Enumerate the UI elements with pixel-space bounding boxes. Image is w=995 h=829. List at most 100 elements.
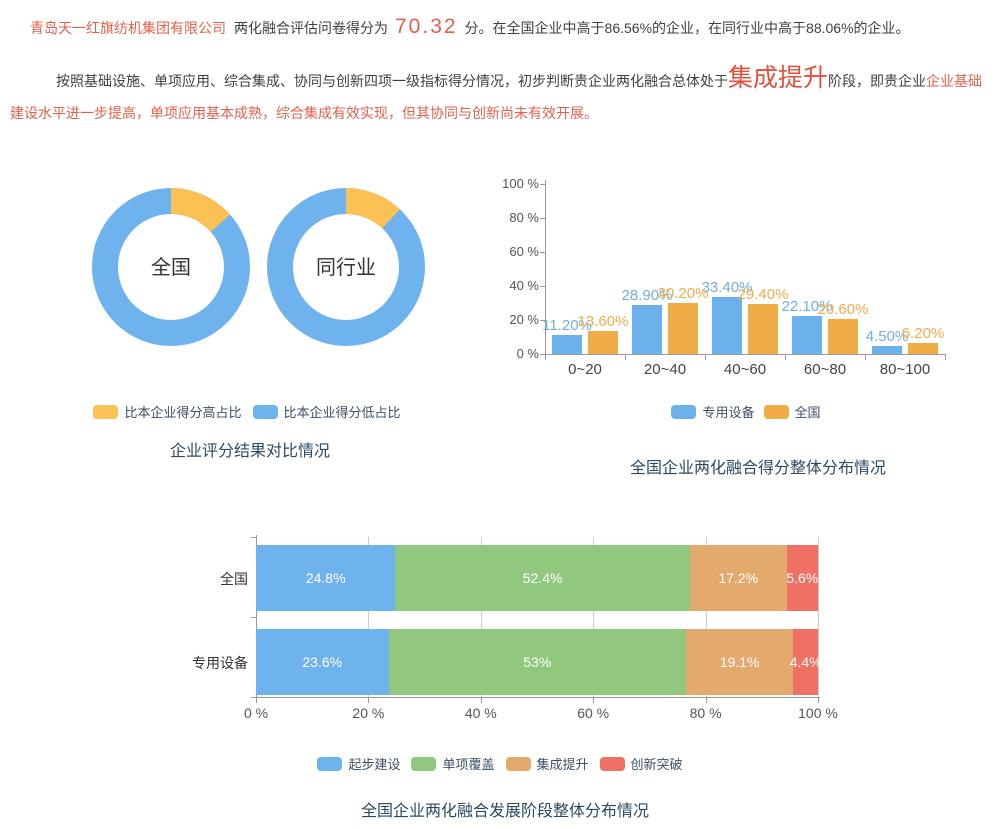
legend-label: 全国: [794, 405, 821, 420]
axis-tick: [251, 617, 256, 618]
stage-name: 集成提升: [728, 64, 829, 92]
axis-tick: [705, 355, 706, 360]
segment-value-label: 19.1%: [719, 654, 760, 670]
bar-chart-legend: 专用设备 全国: [546, 402, 946, 421]
donut-chart-title: 企业评分结果对比情况: [169, 443, 330, 460]
grid-line: [368, 537, 370, 697]
legend-swatch: [411, 756, 437, 771]
legend-swatch: [505, 756, 531, 771]
bar-chart-title: 全国企业两化融合得分整体分布情况: [629, 460, 886, 477]
row-label: 全国: [220, 571, 248, 587]
donut-chart-national: 全国: [92, 188, 250, 346]
bar: [668, 302, 698, 354]
stack-segment: 53%: [388, 629, 687, 695]
donut-center-label: 同行业: [316, 256, 376, 279]
bar: [632, 304, 662, 354]
legend-swatch: [93, 404, 119, 419]
bar: [872, 346, 902, 354]
axis-tick: [705, 698, 707, 703]
legend-label: 起步建设: [348, 757, 401, 772]
category-label: 80~100: [879, 361, 931, 378]
legend-swatch: [252, 404, 278, 419]
bar: [908, 343, 938, 354]
axis-tick: [368, 698, 370, 703]
bar-value-label: 20.60%: [817, 300, 869, 318]
stacked-chart-legend: 起步建设 单项覆盖 集成提升 创新突破: [95, 754, 905, 773]
legend-item[interactable]: 全国: [763, 402, 821, 421]
grid-line: [818, 537, 819, 697]
legend-label: 比本企业得分低占比: [283, 405, 401, 420]
axis-tick: [256, 698, 257, 703]
legend-label: 创新突破: [630, 757, 683, 772]
bar: [828, 318, 858, 354]
axis-tick: [540, 252, 545, 253]
score-summary-paragraph: 青岛天一红旗纺机集团有限公司 两化融合评估问卷得分为 70.32 分。在全国企业中高于…: [30, 13, 980, 42]
grouped-bar-chart: 100 % 80 % 60 % 40 % 20 % 0 % 0~20 20~40 40~60 60…: [502, 176, 982, 393]
axis-tick: [945, 355, 946, 360]
score-prefix-text: 两化融合评估问卷得分为: [234, 20, 388, 36]
bar-value-label: 4.50%: [865, 328, 909, 346]
legend-item[interactable]: 创新突破: [599, 754, 683, 773]
stack-segment: 5.6%: [786, 545, 819, 611]
axis-tick: [540, 320, 545, 321]
grid-line: [593, 537, 595, 697]
x-tick-label: 40 %: [464, 705, 497, 721]
segment-value-label: 17.2%: [718, 570, 759, 586]
bar: [748, 304, 778, 354]
y-tick-label: 40 %: [509, 278, 539, 293]
axis-tick: [540, 184, 545, 185]
stacked-bar: 24.8% 52.4% 17.2% 5.6%: [256, 545, 818, 611]
bar: [792, 316, 822, 354]
segment-value-label: 4.4%: [789, 654, 822, 670]
legend-item[interactable]: 专用设备: [671, 402, 755, 421]
axis-tick: [540, 218, 545, 219]
stack-segment: 17.2%: [689, 545, 787, 611]
x-axis-line: [256, 697, 820, 698]
bar-value-label: 33.40%: [701, 279, 753, 297]
legend-item[interactable]: 单项覆盖: [411, 754, 495, 773]
axis-tick: [818, 698, 819, 703]
segment-value-label: 23.6%: [302, 654, 343, 670]
axis-tick: [865, 355, 866, 360]
y-axis-line: [256, 535, 257, 698]
bar-value-label: 6.20%: [901, 325, 945, 343]
stack-segment: 23.6%: [256, 629, 389, 695]
legend-label: 单项覆盖: [442, 757, 495, 772]
segment-value-label: 5.6%: [786, 570, 819, 586]
legend-item[interactable]: 比本企业得分高占比: [93, 402, 242, 421]
y-tick-label: 60 %: [509, 244, 539, 259]
x-tick-label: 0 %: [243, 705, 269, 721]
bar-value-label: 13.60%: [577, 312, 629, 330]
analysis-paragraph: 按照基础设施、单项应用、综合集成、协同与创新四项一级指标得分情况，初步判断贵企业…: [10, 62, 988, 129]
x-tick-label: 100 %: [798, 705, 838, 721]
legend-item[interactable]: 起步建设: [317, 754, 400, 773]
grid-line: [480, 537, 482, 697]
category-label: 0~20: [568, 361, 602, 378]
legend-item[interactable]: 比本企业得分低占比: [252, 402, 401, 421]
analysis-text-2: 阶段，即贵企业: [828, 73, 927, 89]
score-value: 70.32: [395, 15, 458, 38]
donut-slice-higher: [92, 188, 250, 346]
y-tick-label: 0 %: [516, 346, 539, 361]
legend-label: 比本企业得分高占比: [124, 405, 242, 420]
donut-chart-industry: 同行业: [267, 188, 425, 346]
stack-segment: 52.4%: [395, 545, 690, 611]
category-label: 60~80: [803, 361, 847, 378]
segment-value-label: 52.4%: [522, 570, 563, 586]
analysis-text-3: 企业基础建设水平进一步提高，单项应用基本成熟，综合集成有效实现，但其协同与创新尚…: [10, 73, 983, 121]
segment-value-label: 53%: [523, 654, 552, 670]
row-label: 专用设备: [192, 655, 248, 671]
axis-tick: [625, 355, 626, 360]
y-axis-line: [545, 180, 546, 355]
x-tick-label: 20 %: [352, 705, 385, 721]
stacked-bar: 23.6% 53% 19.1% 4.4%: [256, 629, 822, 695]
stack-segment: 24.8%: [256, 545, 396, 611]
analysis-text-1: 按照基础设施、单项应用、综合集成、协同与创新四项一级指标得分情况，初步判断贵企业…: [56, 73, 728, 89]
axis-tick: [540, 354, 545, 355]
y-tick-label: 80 %: [509, 210, 539, 225]
bar-value-label: 22.10%: [781, 298, 833, 316]
donut-legend: 比本企业得分高占比 比本企业得分低占比: [47, 402, 447, 421]
legend-item[interactable]: 集成提升: [505, 754, 589, 773]
donut-center-label: 全国: [151, 256, 191, 279]
company-name: 青岛天一红旗纺机集团有限公司: [30, 20, 226, 36]
